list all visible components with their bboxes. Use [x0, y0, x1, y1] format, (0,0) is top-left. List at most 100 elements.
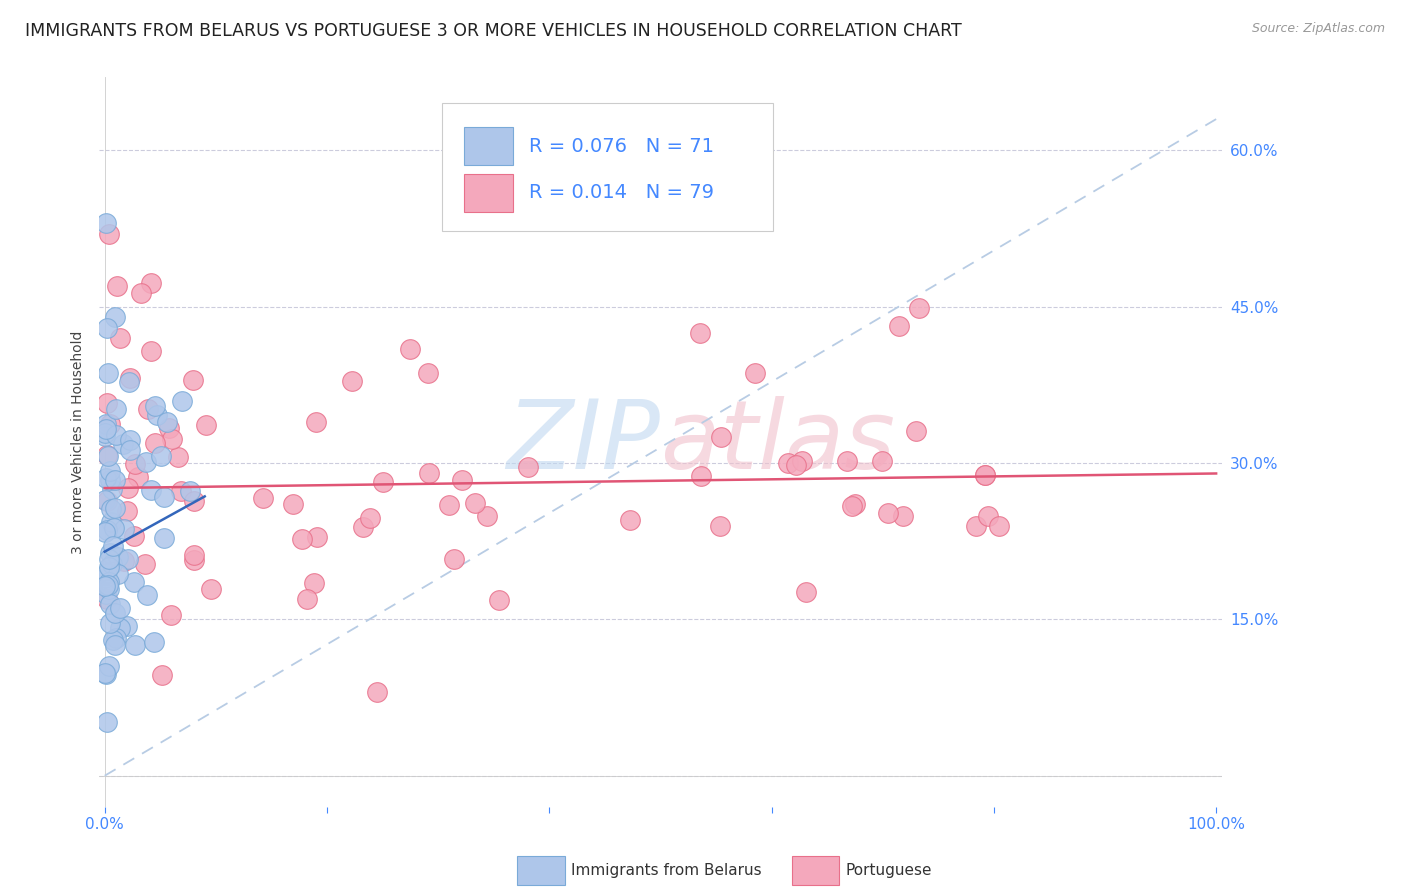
Point — [118, 370, 141, 384]
Point — [101, 482, 124, 496]
Point — [891, 509, 914, 524]
Point — [96, 422, 118, 436]
Point — [124, 575, 146, 590]
Point — [135, 455, 157, 469]
Point — [619, 513, 641, 527]
Point — [160, 432, 183, 446]
Point — [94, 471, 117, 485]
Point — [340, 375, 363, 389]
Point — [94, 493, 117, 508]
Point — [416, 366, 439, 380]
Point — [94, 666, 117, 681]
Point — [359, 511, 381, 525]
Point — [101, 557, 124, 571]
Point — [94, 524, 117, 539]
Point — [904, 424, 927, 438]
Point — [104, 310, 127, 325]
Point — [97, 450, 120, 464]
Point — [145, 409, 167, 423]
Point — [475, 509, 498, 524]
Point — [167, 450, 190, 465]
Point — [195, 418, 218, 433]
Point — [141, 343, 163, 358]
Point — [108, 622, 131, 636]
Point — [118, 375, 141, 389]
FancyBboxPatch shape — [464, 174, 513, 211]
Point — [115, 504, 138, 518]
Point — [794, 585, 817, 599]
Point — [179, 484, 201, 499]
Point — [283, 497, 305, 511]
Point — [183, 494, 205, 508]
Point — [107, 550, 129, 565]
Point — [136, 588, 159, 602]
Text: R = 0.076   N = 71: R = 0.076 N = 71 — [529, 136, 714, 155]
Text: Immigrants from Belarus: Immigrants from Belarus — [571, 863, 762, 878]
Point — [94, 216, 117, 230]
Point — [105, 278, 128, 293]
Point — [302, 575, 325, 590]
Point — [96, 715, 118, 730]
Point — [97, 574, 120, 589]
Point — [108, 331, 131, 345]
Point — [153, 531, 176, 545]
Point — [97, 579, 120, 593]
Point — [124, 457, 146, 471]
FancyBboxPatch shape — [464, 127, 513, 165]
Point — [100, 515, 122, 529]
Point — [399, 342, 422, 356]
Point — [97, 366, 120, 380]
Point — [120, 433, 142, 447]
Point — [117, 481, 139, 495]
Point — [150, 449, 173, 463]
Point — [418, 466, 440, 480]
Point — [488, 593, 510, 607]
Point — [100, 546, 122, 560]
Point — [96, 448, 118, 462]
Text: Source: ZipAtlas.com: Source: ZipAtlas.com — [1251, 22, 1385, 36]
Point — [517, 459, 540, 474]
Point — [974, 467, 997, 482]
Point — [96, 523, 118, 537]
Point — [183, 552, 205, 566]
Point — [98, 464, 121, 478]
Point — [103, 632, 125, 647]
Point — [134, 557, 156, 571]
Point — [150, 668, 173, 682]
Point — [107, 567, 129, 582]
Point — [115, 619, 138, 633]
Point — [122, 529, 145, 543]
Point — [98, 227, 121, 241]
Point — [104, 639, 127, 653]
Point — [183, 549, 205, 563]
Point — [98, 560, 121, 574]
Point — [112, 554, 135, 568]
Point — [97, 658, 120, 673]
Point — [104, 402, 127, 417]
Point — [908, 301, 931, 315]
Text: IMMIGRANTS FROM BELARUS VS PORTUGUESE 3 OR MORE VEHICLES IN HOUSEHOLD CORRELATIO: IMMIGRANTS FROM BELARUS VS PORTUGUESE 3 … — [25, 22, 962, 40]
Point — [141, 483, 163, 497]
Point — [94, 666, 117, 681]
Point — [156, 415, 179, 429]
Point — [94, 587, 117, 601]
Text: Portuguese: Portuguese — [845, 863, 932, 878]
Point — [785, 458, 807, 473]
Point — [111, 437, 134, 451]
Point — [776, 456, 799, 470]
Point — [94, 579, 117, 593]
Point — [98, 615, 121, 630]
Point — [305, 416, 328, 430]
Point — [94, 425, 117, 440]
Point — [98, 597, 121, 611]
Point — [877, 506, 900, 520]
Point — [170, 394, 193, 409]
Point — [96, 566, 118, 581]
Point — [870, 454, 893, 468]
Text: R = 0.014   N = 79: R = 0.014 N = 79 — [529, 183, 714, 202]
Point — [965, 519, 987, 533]
Point — [464, 496, 486, 510]
Point — [143, 436, 166, 450]
Point — [96, 396, 118, 410]
Point — [159, 421, 181, 435]
